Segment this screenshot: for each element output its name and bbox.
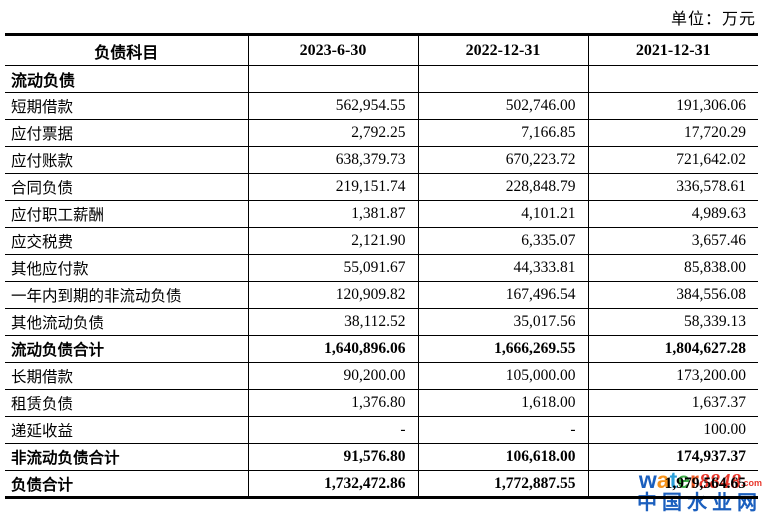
value-cell: -: [417, 416, 588, 444]
table-row: 递延收益 - -100.00: [5, 416, 758, 444]
column-header-2021: 2021-12-31: [587, 34, 758, 66]
column-header-2023: 2023-6-30: [247, 34, 418, 66]
value-cell: 1,979,564.65: [587, 470, 758, 498]
value-cell: 174,937.37: [587, 443, 758, 471]
value-cell: 105,000.00: [417, 362, 588, 390]
row-label: 租赁负债: [5, 389, 248, 417]
value-cell: [417, 65, 588, 93]
value-cell: 173,200.00: [587, 362, 758, 390]
table-row: 流动负债: [5, 65, 758, 93]
value-cell: 7,166.85: [417, 119, 588, 147]
table-row: 租赁负债 1,376.80 1,618.00 1,637.37: [5, 389, 758, 417]
row-label: 应付账款: [5, 146, 248, 174]
row-label: 应付职工薪酬: [5, 200, 248, 228]
row-label: 应付票据: [5, 119, 248, 147]
value-cell: 44,333.81: [417, 254, 588, 282]
value-cell: 336,578.61: [587, 173, 758, 201]
table-row: 应付账款 638,379.73 670,223.72 721,642.02: [5, 146, 758, 174]
row-label: 非流动负债合计: [5, 443, 248, 471]
value-cell: 1,618.00: [417, 389, 588, 417]
table-row: 应付票据 2,792.25 7,166.85 17,720.29: [5, 119, 758, 147]
value-cell: 106,618.00: [417, 443, 588, 471]
row-label: 一年内到期的非流动负债: [5, 281, 248, 309]
value-cell: 55,091.67: [247, 254, 418, 282]
table-row: 短期借款 562,954.55 502,746.00 191,306.06: [5, 92, 758, 120]
table-row: 应交税费 2,121.90 6,335.07 3,657.46: [5, 227, 758, 255]
column-header-2022: 2022-12-31: [417, 34, 588, 66]
value-cell: 167,496.54: [417, 281, 588, 309]
value-cell: 562,954.55: [247, 92, 418, 120]
table-row: 合同负债 219,151.74 228,848.79 336,578.61: [5, 173, 758, 201]
table-row: 流动负债合计 1,640,896.06 1,666,269.55 1,804,627.…: [5, 335, 758, 363]
value-cell: [587, 65, 758, 93]
value-cell: 1,732,472.86: [247, 470, 418, 498]
value-cell: 502,746.00: [417, 92, 588, 120]
value-cell: 1,772,887.55: [417, 470, 588, 498]
value-cell: 228,848.79: [417, 173, 588, 201]
value-cell: 4,101.21: [417, 200, 588, 228]
value-cell: 1,381.87: [247, 200, 418, 228]
row-label: 短期借款: [5, 92, 248, 120]
value-cell: 35,017.56: [417, 308, 588, 336]
value-cell: 90,200.00: [247, 362, 418, 390]
column-header-subject: 负债科目: [5, 34, 248, 66]
value-cell: 219,151.74: [247, 173, 418, 201]
header-row: 负债科目 2023-6-30 2022-12-31 2021-12-31: [5, 34, 758, 66]
table-row: 负债合计 1,732,472.86 1,772,887.55 1,979,564.65: [5, 470, 758, 498]
row-label: 其他流动负债: [5, 308, 248, 336]
value-cell: 191,306.06: [587, 92, 758, 120]
value-cell: 1,640,896.06: [247, 335, 418, 363]
table-row: 一年内到期的非流动负债 120,909.82 167,496.54 384,556.0…: [5, 281, 758, 309]
liabilities-table: 负债科目 2023-6-30 2022-12-31 2021-12-31 流动负…: [5, 33, 758, 499]
value-cell: 670,223.72: [417, 146, 588, 174]
unit-label: 单位：万元: [670, 11, 756, 28]
row-label: 流动负债合计: [5, 335, 248, 363]
value-cell: 2,792.25: [247, 119, 418, 147]
row-label: 负债合计: [11, 476, 74, 494]
value-cell: 1,666,269.55: [417, 335, 588, 363]
row-label: 其他应付款: [5, 254, 248, 282]
row-label: 流动负债: [5, 65, 248, 93]
value-cell: 721,642.02: [587, 146, 758, 174]
value-cell: 58,339.13: [587, 308, 758, 336]
value-cell: 38,112.52: [247, 308, 418, 336]
table-row: 应付职工薪酬 1,381.87 4,101.21 4,989.63: [5, 200, 758, 228]
value-cell: [247, 65, 418, 93]
table-body: 流动负债 短期借款 562,954.55 502,746.00 191,306.06 应付…: [5, 65, 758, 498]
value-cell: -: [247, 416, 418, 444]
value-cell: 17,720.29: [587, 119, 758, 147]
value-cell: 85,838.00: [587, 254, 758, 282]
table-row: 其他应付款 55,091.67 44,333.81 85,838.00: [5, 254, 758, 282]
table-row: 长期借款 90,200.00 105,000.00 173,200.00: [5, 362, 758, 390]
table-row: 其他流动负债 38,112.52 35,017.56 58,339.13: [5, 308, 758, 336]
value-cell: 6,335.07: [417, 227, 588, 255]
table-row: 非流动负债合计 91,576.80 106,618.00 174,937.37: [5, 443, 758, 471]
value-cell: 638,379.73: [247, 146, 418, 174]
value-cell: 3,657.46: [587, 227, 758, 255]
value-cell: 1,804,627.28: [587, 335, 758, 363]
value-cell: 100.00: [587, 416, 758, 444]
value-cell: 120,909.82: [247, 281, 418, 309]
row-label: 合同负债: [5, 173, 248, 201]
value-cell: 2,121.90: [247, 227, 418, 255]
row-label: 长期借款: [5, 362, 248, 390]
value-cell: 1,376.80: [247, 389, 418, 417]
row-label: 递延收益: [5, 416, 248, 444]
value-cell: 91,576.80: [247, 443, 418, 471]
value-cell: 4,989.63: [587, 200, 758, 228]
row-label: 应交税费: [5, 227, 248, 255]
value-cell: 384,556.08: [587, 281, 758, 309]
value-cell: 1,637.37: [587, 389, 758, 417]
